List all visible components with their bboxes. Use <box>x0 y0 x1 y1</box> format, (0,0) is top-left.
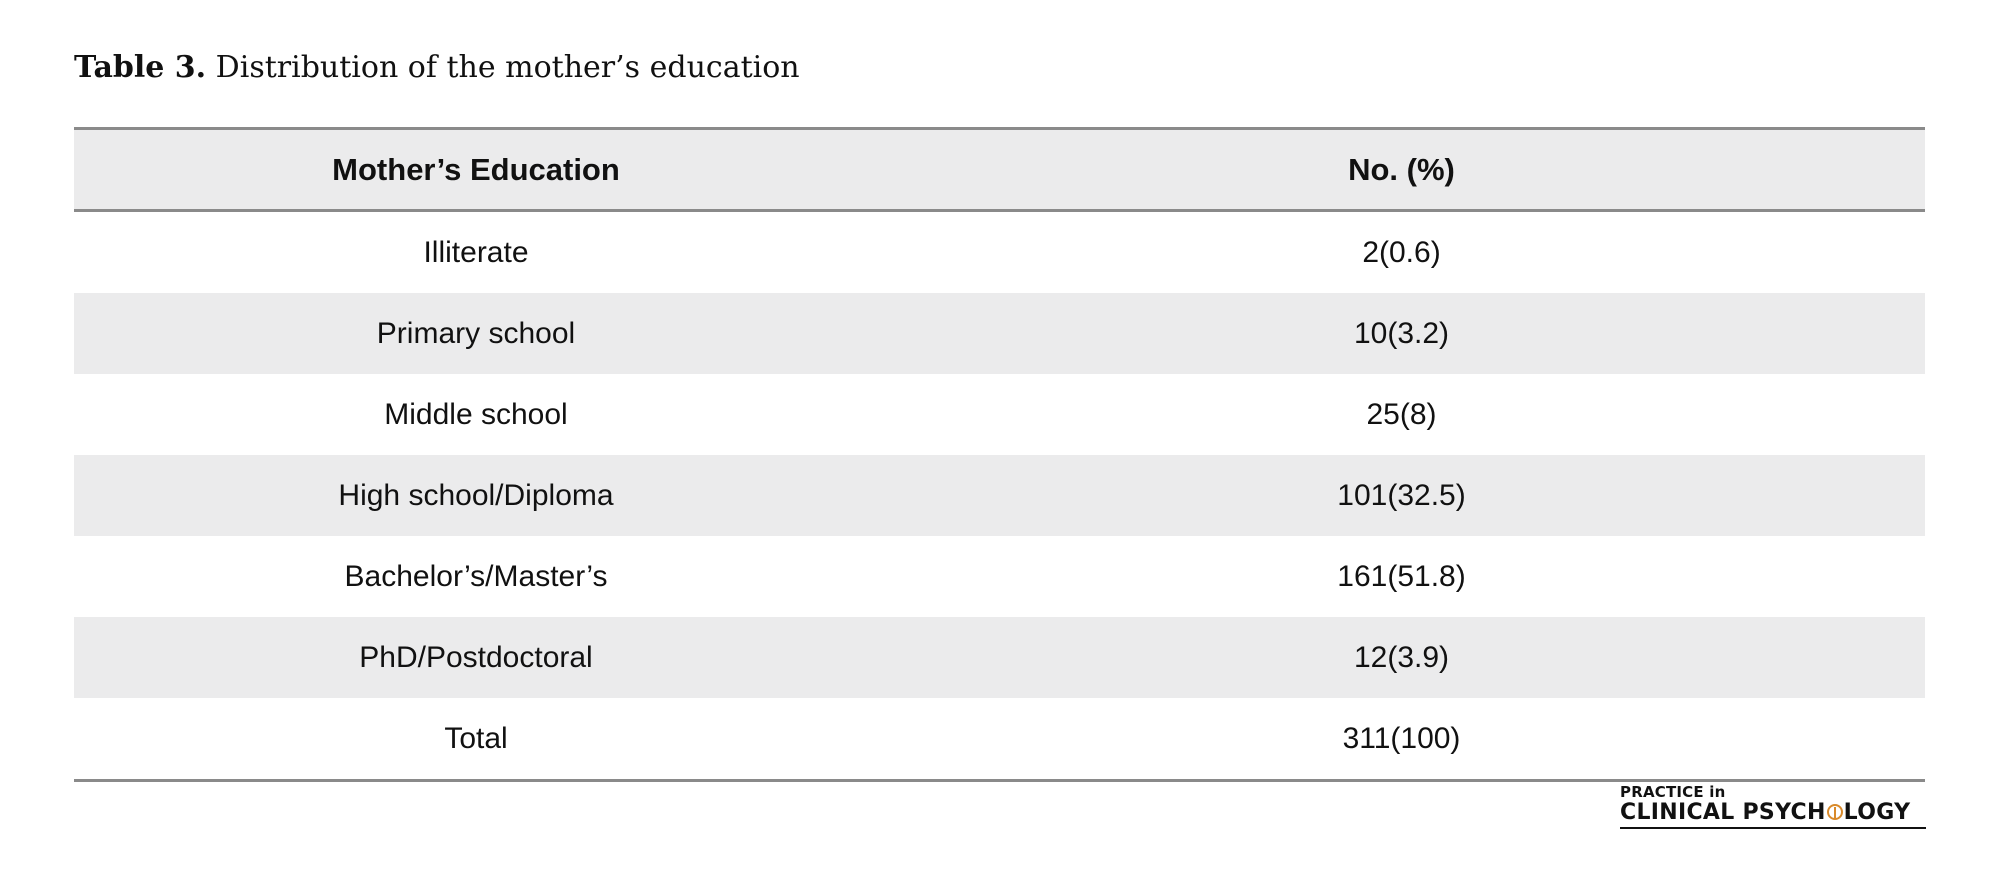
cell-count: 2(0.6) <box>1362 235 1441 269</box>
cell-count: 10(3.2) <box>1353 316 1450 350</box>
cell-count: 12(3.9) <box>1353 640 1450 674</box>
cell-education: Bachelor’s/Master’s <box>344 559 608 593</box>
education-table: Mother’s Education No. (%) Illiterate 2(… <box>74 127 1925 782</box>
table-row: Illiterate 2(0.6) <box>74 212 1925 293</box>
table-caption: Table 3. Distribution of the mother’s ed… <box>74 50 800 85</box>
caption-label: Table 3. <box>74 50 207 85</box>
logo-mark-icon <box>1826 804 1843 820</box>
table-row: Primary school 10(3.2) <box>74 293 1925 374</box>
table-row: PhD/Postdoctoral 12(3.9) <box>74 617 1925 698</box>
cell-education: High school/Diploma <box>338 478 614 512</box>
table-row: High school/Diploma 101(32.5) <box>74 455 1925 536</box>
logo-text-right: LOGY <box>1843 800 1911 825</box>
header-count: No. (%) <box>1348 151 1455 187</box>
logo-text-left: CLINICAL PSYCH <box>1620 800 1826 825</box>
cell-education: Total <box>444 721 508 755</box>
cell-count: 101(32.5) <box>1337 478 1466 512</box>
cell-count: 25(8) <box>1366 397 1437 431</box>
table-row: Bachelor’s/Master’s 161(51.8) <box>74 536 1925 617</box>
cell-education: Middle school <box>384 397 568 431</box>
cell-education: Primary school <box>376 316 576 350</box>
table-header-row: Mother’s Education No. (%) <box>74 127 1925 212</box>
caption-text: Distribution of the mother’s education <box>215 50 800 85</box>
logo-bottom-text: CLINICAL PSYCH LOGY <box>1620 800 1926 829</box>
table-row-total: Total 311(100) <box>74 698 1925 782</box>
cell-education: Illiterate <box>423 235 529 269</box>
logo-top-text: PRACTICE in <box>1620 783 1726 801</box>
cell-education: PhD/Postdoctoral <box>359 640 593 674</box>
journal-logo: PRACTICE in CLINICAL PSYCH LOGY <box>1620 784 1926 829</box>
table-row: Middle school 25(8) <box>74 374 1925 455</box>
header-education: Mother’s Education <box>332 151 620 187</box>
cell-count: 311(100) <box>1342 721 1461 755</box>
cell-count: 161(51.8) <box>1337 559 1466 593</box>
